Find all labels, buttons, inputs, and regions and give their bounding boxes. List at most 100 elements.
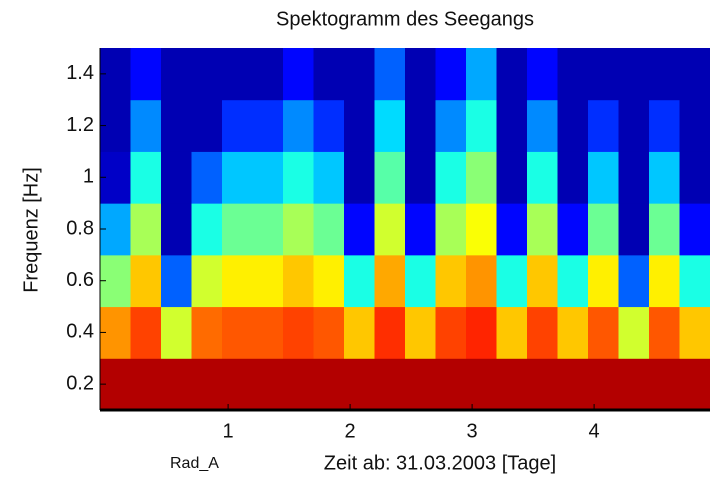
heatmap-cell	[161, 203, 192, 256]
heatmap-cell	[161, 99, 192, 152]
heatmap-cell	[313, 254, 345, 308]
heatmap-cell	[618, 99, 650, 152]
heatmap-cell	[527, 99, 558, 152]
heatmap-cell	[649, 254, 680, 308]
heatmap-cell	[130, 358, 162, 411]
heatmap-cell	[313, 203, 345, 256]
heatmap-cell	[252, 306, 284, 359]
x-axis-label: Zeit ab: 31.03.2003 [Tage]	[324, 452, 556, 474]
heatmap-cell	[679, 151, 710, 204]
heatmap-cell	[313, 48, 345, 101]
heatmap-cell	[527, 358, 558, 411]
heatmap-cell	[252, 254, 284, 308]
heatmap-cell	[283, 254, 314, 308]
heatmap-cell	[405, 203, 436, 256]
heatmap-cell	[191, 358, 223, 411]
heatmap-cell	[161, 48, 192, 101]
heatmap-cell	[344, 99, 375, 152]
heatmap-cell	[618, 203, 650, 256]
heatmap-cell	[283, 358, 314, 411]
heatmap-cell	[679, 358, 710, 411]
heatmap-cell	[313, 99, 345, 152]
heatmap-cell	[527, 203, 558, 256]
heatmap-cell	[313, 151, 345, 204]
y-tick-label: 1	[83, 166, 94, 188]
heatmap-cell	[496, 151, 528, 204]
y-tick-label: 0.4	[66, 321, 94, 343]
heatmap-cell	[588, 306, 619, 359]
heatmap-cell	[649, 151, 680, 204]
heatmap-cell	[435, 254, 467, 308]
heatmap-cell	[344, 254, 375, 308]
heatmap-cell	[313, 306, 345, 359]
heatmap-cell	[161, 306, 192, 359]
heatmap-cell	[252, 99, 284, 152]
heatmap-cell	[222, 254, 253, 308]
heatmap-cell	[161, 254, 192, 308]
heatmap-cell	[588, 151, 619, 204]
x-tick-label: 2	[345, 420, 356, 442]
heatmap-cell	[374, 254, 406, 308]
heatmap-cell	[466, 48, 497, 101]
heatmap-cell	[252, 203, 284, 256]
annotation: Rad_A	[170, 455, 219, 472]
heatmap-cell	[130, 151, 162, 204]
heatmap-cell	[496, 358, 528, 411]
heatmap-cell	[679, 306, 710, 359]
heatmap-cell	[557, 306, 589, 359]
heatmap-cell	[618, 306, 650, 359]
x-tick-label: 3	[467, 420, 478, 442]
y-tick-label: 0.2	[66, 372, 94, 394]
heatmap-cell	[557, 203, 589, 256]
y-tick-label: 0.6	[66, 269, 94, 291]
heatmap-cell	[679, 99, 710, 152]
heatmap-cell	[527, 48, 558, 101]
heatmap-cell	[161, 358, 192, 411]
heatmap-cell	[557, 48, 589, 101]
y-tick-label: 0.8	[66, 217, 94, 239]
heatmap-cell	[588, 358, 619, 411]
heatmap-cell	[222, 48, 253, 101]
chart-title: Spektogramm des Seegangs	[276, 8, 534, 30]
heatmap-cell	[527, 254, 558, 308]
heatmap-cell	[405, 99, 436, 152]
heatmap-cell	[649, 306, 680, 359]
heatmap-cell	[130, 48, 162, 101]
heatmap-cell	[466, 99, 497, 152]
heatmap-cell	[130, 306, 162, 359]
heatmap-cell	[435, 358, 467, 411]
heatmap-cell	[557, 99, 589, 152]
heatmap-cell	[252, 48, 284, 101]
heatmap-cell	[649, 48, 680, 101]
heatmap-cell	[435, 48, 467, 101]
heatmap-cell	[191, 99, 223, 152]
heatmap-cell	[466, 151, 497, 204]
heatmap-cell	[130, 99, 162, 152]
heatmap-cell	[618, 358, 650, 411]
heatmap-cell	[618, 151, 650, 204]
heatmap-cell	[283, 48, 314, 101]
heatmap-cell	[618, 254, 650, 308]
heatmap-cell	[649, 99, 680, 152]
heatmap-cell	[527, 306, 558, 359]
heatmap-cell	[222, 306, 253, 359]
heatmap-cell	[466, 306, 497, 359]
heatmap-cell	[283, 203, 314, 256]
heatmap-cell	[130, 254, 162, 308]
heatmap-cell	[649, 358, 680, 411]
heatmap-cell	[679, 48, 710, 101]
heatmap-cell	[588, 254, 619, 308]
heatmap-cell	[191, 306, 223, 359]
heatmap-cell	[222, 151, 253, 204]
heatmap-cell	[191, 203, 223, 256]
heatmap-cell	[466, 254, 497, 308]
heatmap-cell	[374, 358, 406, 411]
heatmap-cell	[466, 203, 497, 256]
heatmap-cell	[405, 358, 436, 411]
heatmap-cell	[374, 48, 406, 101]
heatmap-cell	[374, 99, 406, 152]
heatmap-cell	[557, 358, 589, 411]
heatmap-cell	[527, 151, 558, 204]
heatmap-cell	[466, 358, 497, 411]
heatmap-cell	[496, 203, 528, 256]
